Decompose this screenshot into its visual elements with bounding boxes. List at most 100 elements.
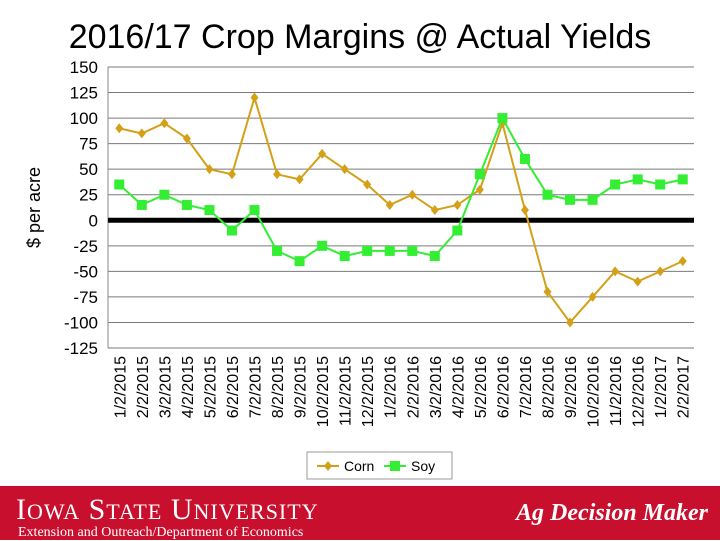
legend-marker-soy xyxy=(390,461,400,471)
soy-point xyxy=(452,225,463,236)
corn-point xyxy=(205,164,214,175)
x-tick-label: 2/2/2015 xyxy=(135,356,152,418)
y-tick-label: -50 xyxy=(73,262,98,281)
y-tick-label: 125 xyxy=(70,84,98,103)
corn-point xyxy=(385,199,394,210)
soy-point xyxy=(632,174,643,185)
x-tick-label: 9/2/2016 xyxy=(563,356,580,418)
soy-point xyxy=(610,179,621,190)
soy-point xyxy=(181,199,192,210)
corn-point xyxy=(160,118,169,129)
x-tick-label: 6/2/2016 xyxy=(495,356,512,418)
gridlines xyxy=(108,66,694,349)
soy-point xyxy=(249,205,260,216)
soy-point xyxy=(114,179,125,190)
x-tick-label: 5/2/2016 xyxy=(473,356,490,418)
x-tick-label: 12/2/2015 xyxy=(360,356,377,427)
corn-point xyxy=(295,174,304,185)
corn-point xyxy=(453,199,462,210)
x-tick-label: 1/2/2017 xyxy=(653,356,670,418)
y-tick-label: -75 xyxy=(73,288,98,307)
corn-point xyxy=(318,148,327,159)
x-tick-label: 1/2/2015 xyxy=(112,356,129,418)
x-tick-label: 9/2/2015 xyxy=(293,356,310,418)
corn-point xyxy=(656,266,665,277)
corn-point xyxy=(588,291,597,302)
y-tick-label: 150 xyxy=(70,58,98,77)
soy-point xyxy=(384,245,395,256)
x-axis-ticks: 1/2/2015 2/2/2015 3/2/2015 4/2/2015 5/2/2015… xyxy=(112,356,692,427)
department-text: Extension and Outreach/Department of Eco… xyxy=(18,525,304,540)
soy-point xyxy=(655,179,666,190)
y-tick-label: -25 xyxy=(73,237,98,256)
corn-point xyxy=(678,256,687,267)
corn-point xyxy=(430,205,439,216)
y-tick-label: 100 xyxy=(70,109,98,128)
corn-point xyxy=(543,286,552,297)
soy-point xyxy=(407,245,418,256)
corn-point xyxy=(273,169,282,180)
x-tick-label: 5/2/2015 xyxy=(202,356,219,418)
soy-point xyxy=(294,256,305,267)
corn-point xyxy=(340,164,349,175)
corn-point xyxy=(566,317,575,328)
soy-point xyxy=(362,245,373,256)
soy-point xyxy=(542,189,553,200)
y-tick-label: -100 xyxy=(64,313,98,332)
series-line-corn xyxy=(119,94,684,325)
y-axis-ticks: 150 125 100 75 50 25 0 -25 -50 -75 -100 -125 xyxy=(64,58,98,358)
soy-point xyxy=(474,169,485,180)
soy-point xyxy=(339,251,350,262)
soy-point xyxy=(136,199,147,210)
corn-point xyxy=(227,169,236,180)
soy-point xyxy=(317,240,328,251)
corn-point xyxy=(408,189,417,200)
x-tick-label: 10/2/2015 xyxy=(315,356,332,427)
legend-label: Soy xyxy=(411,458,435,474)
soy-point xyxy=(159,189,170,200)
legend-label: Corn xyxy=(344,458,374,474)
x-tick-label: 12/2/2016 xyxy=(631,356,648,427)
soy-point xyxy=(519,153,530,164)
x-tick-label: 3/2/2016 xyxy=(428,356,445,418)
x-tick-label: 10/2/2016 xyxy=(586,356,603,427)
x-tick-label: 11/2/2015 xyxy=(338,356,355,426)
soy-point xyxy=(226,225,237,236)
x-tick-label: 1/2/2016 xyxy=(383,356,400,418)
soy-point xyxy=(204,205,215,216)
corn-point xyxy=(611,266,620,277)
x-tick-label: 2/2/2016 xyxy=(405,356,422,418)
y-axis-label: $ per acre xyxy=(24,167,44,248)
x-tick-label: 8/2/2016 xyxy=(541,356,558,418)
legend-marker-corn xyxy=(324,461,332,471)
soy-point xyxy=(272,245,283,256)
corn-point xyxy=(520,205,529,216)
ag-decision-maker-logo: Ag Decision Maker xyxy=(516,500,708,526)
x-tick-label: 4/2/2015 xyxy=(180,356,197,418)
x-tick-label: 11/2/2016 xyxy=(608,356,625,426)
x-tick-label: 7/2/2015 xyxy=(248,356,265,418)
corn-point xyxy=(633,276,642,287)
corn-point xyxy=(363,179,372,190)
corn-point xyxy=(137,128,146,139)
x-tick-label: 7/2/2016 xyxy=(518,356,535,418)
soy-point xyxy=(429,251,440,262)
y-tick-label: 25 xyxy=(79,186,98,205)
y-tick-label: 75 xyxy=(79,135,98,154)
y-tick-label: 0 xyxy=(89,211,98,230)
line-chart: 150 125 100 75 50 25 0 -25 -50 -75 -100 -125 1/2/20… xyxy=(24,58,694,480)
x-tick-label: 4/2/2016 xyxy=(450,356,467,418)
y-tick-label: 50 xyxy=(79,160,98,179)
x-tick-label: 3/2/2015 xyxy=(157,356,174,418)
legend: Corn Soy xyxy=(306,451,453,480)
corn-point xyxy=(182,133,191,144)
soy-point xyxy=(677,174,688,185)
chart-title: 2016/17 Crop Margins @ Actual Yields xyxy=(68,18,652,56)
x-tick-label: 8/2/2015 xyxy=(270,356,287,418)
x-tick-label: 6/2/2015 xyxy=(225,356,242,418)
footer-banner: IOWA STATE UNIVERSITY Extension and Outr… xyxy=(0,486,720,540)
soy-point xyxy=(587,194,598,205)
series-line-soy xyxy=(118,115,683,263)
soy-point xyxy=(497,113,508,124)
university-wordmark: IOWA STATE UNIVERSITY xyxy=(16,493,319,526)
